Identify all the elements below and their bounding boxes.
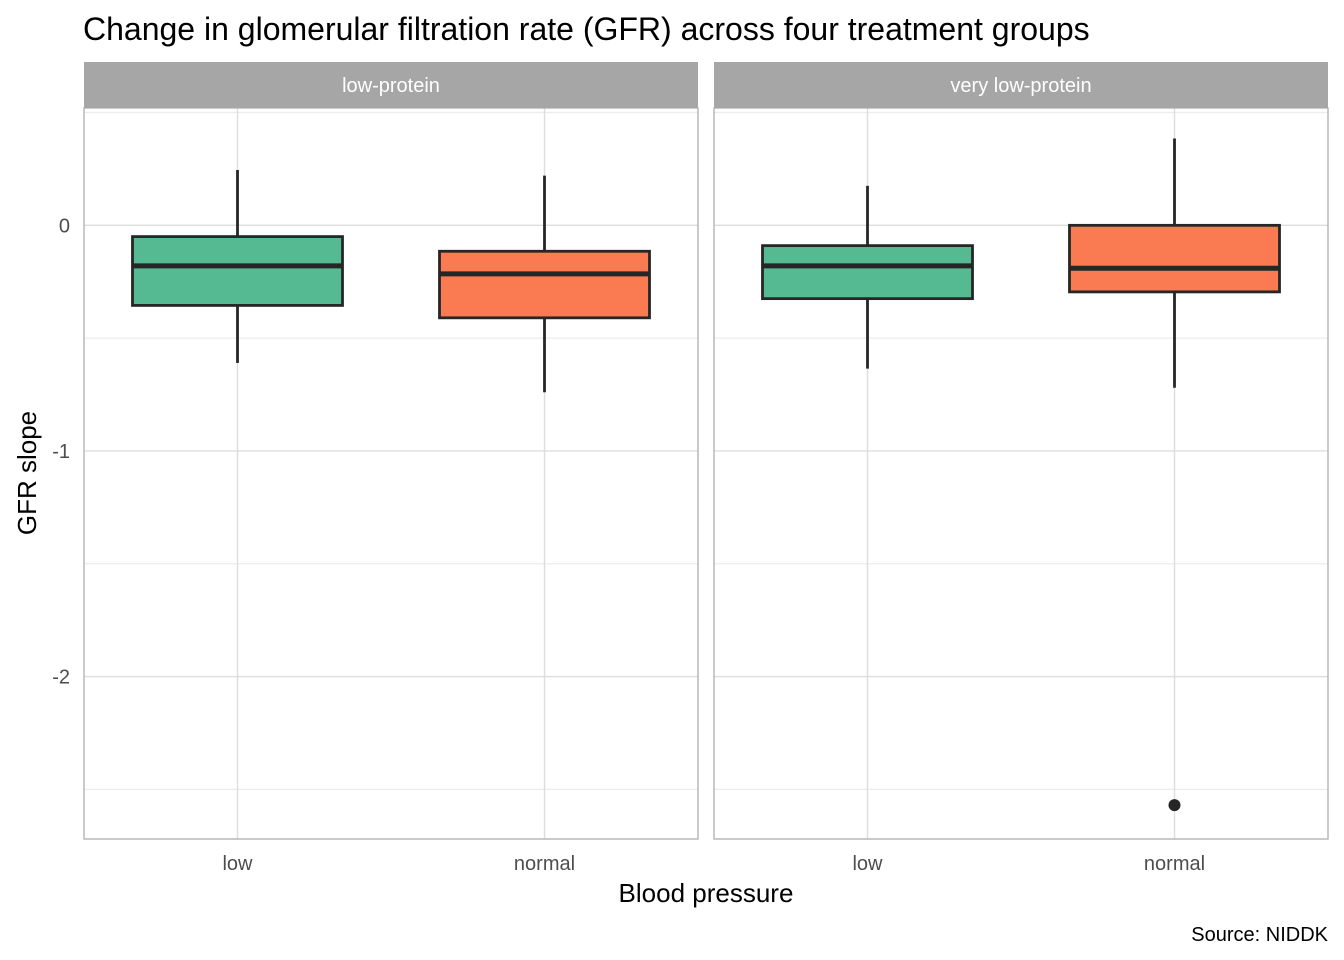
outlier-point xyxy=(1168,799,1181,812)
iqr-box xyxy=(438,249,651,320)
facet-strip xyxy=(714,62,1328,108)
facet-strip-label: very low-protein xyxy=(950,75,1091,97)
x-tick-label: low xyxy=(852,853,883,875)
panel-background xyxy=(714,108,1328,839)
facet-strip-label: low-protein xyxy=(342,75,440,97)
iqr-box xyxy=(131,235,344,307)
box-low xyxy=(131,170,344,363)
y-tick-label: -2 xyxy=(52,667,70,689)
y-tick-label: 0 xyxy=(59,215,70,237)
y-tick-label: -1 xyxy=(52,441,70,463)
facet-strip xyxy=(84,62,698,108)
facet-panels: low-protein low normal very low-protein low n… xyxy=(83,62,1329,875)
facet-panel-low-protein: low-protein low normal xyxy=(83,62,699,875)
source-caption: Source: NIDDK xyxy=(1191,924,1328,946)
iqr-box xyxy=(761,244,974,301)
box-low xyxy=(761,185,974,369)
chart-title: Change in glomerular filtration rate (GF… xyxy=(83,11,1090,47)
x-axis-title: Blood pressure xyxy=(619,878,794,908)
panel-background xyxy=(84,108,698,839)
y-axis-title: GFR slope xyxy=(12,411,42,535)
box-normal xyxy=(438,175,651,393)
facet-panel-very-low-protein: very low-protein low normal xyxy=(713,62,1329,875)
box-normal xyxy=(1068,138,1281,812)
x-tick-label: normal xyxy=(514,853,575,875)
y-axis: 0 -1 -2 xyxy=(52,215,70,688)
iqr-box xyxy=(1068,223,1281,294)
x-tick-label: low xyxy=(222,853,253,875)
x-tick-label: normal xyxy=(1144,853,1205,875)
